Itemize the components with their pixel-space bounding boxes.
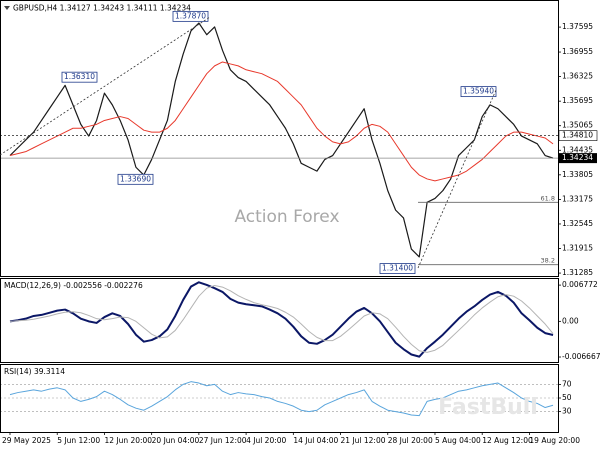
price-panel-frame [0, 0, 559, 277]
y-tick-label: 1.31915 [562, 244, 593, 253]
y-tick-label: -0.006667 [562, 352, 600, 361]
price-annotation: 1.36310 [64, 72, 95, 81]
y-tick-label: 1.34435 [562, 145, 593, 154]
y-tick-label: 0.00 [562, 316, 579, 325]
watermark: Action Forex [234, 207, 339, 227]
price-annotation: 1.35940 [463, 87, 494, 96]
rsi-title: RSI(14) 39.3114 [4, 367, 65, 376]
y-tick-label: 0.006772 [562, 280, 598, 289]
price-title: GBPUSD,H4 1.34127 1.34243 1.34111 1.3423… [13, 4, 191, 13]
series-line [9, 22, 554, 258]
x-tick-label: 12 Jun 20:00 [104, 436, 152, 445]
price-annotation-box [61, 71, 98, 83]
x-tick-label: 12 Aug 12:00 [482, 436, 533, 445]
last-price-label: 1.34234 [562, 153, 593, 162]
x-tick-label: 19 Aug 20:00 [529, 436, 580, 445]
x-tick-label: 5 Aug 04:00 [435, 436, 481, 445]
rsi-panel-frame [0, 364, 559, 433]
x-tick-label: 5 Jun 12:00 [57, 436, 100, 445]
macd-panel-frame [0, 278, 559, 363]
x-tick-label: 27 Jun 12:00 [199, 436, 247, 445]
menu-icon [4, 6, 10, 10]
y-tick-label: 1.36955 [562, 47, 593, 56]
watermark: FastBull [438, 395, 538, 420]
price-annotation-box [379, 263, 416, 274]
y-tick-label: 30 [562, 407, 572, 416]
x-tick-label: 29 May 2025 [2, 436, 51, 445]
price-annotation: 1.33690 [120, 174, 151, 183]
trend-line [417, 89, 497, 269]
price-annotation-box [460, 86, 497, 98]
price-annotation: 1.37870 [175, 11, 206, 20]
y-tick-label: 1.35695 [562, 96, 593, 105]
price-annotation-box [117, 173, 154, 185]
series-line [9, 381, 554, 417]
macd-title: MACD(12,26,9) -0.002556 -0.002276 [4, 281, 143, 290]
y-tick-label: 1.37595 [562, 22, 593, 31]
fib-label: 61.8 [541, 194, 555, 202]
x-tick-label: 20 Jun 04:00 [152, 436, 200, 445]
series-line [9, 281, 554, 358]
fib-label: 38.2 [541, 257, 555, 265]
series-line [9, 61, 554, 182]
series-line [9, 284, 554, 353]
price-annotation: 1.31400 [382, 264, 413, 273]
x-tick-label: 21 Jul 12:00 [341, 436, 386, 445]
y-tick-label: 70 [562, 379, 572, 388]
price-annotation-box [172, 10, 209, 22]
y-tick-label: 1.33805 [562, 170, 593, 179]
y-tick-label: 50 [562, 393, 572, 402]
y-tick-label: 1.31285 [562, 268, 593, 277]
y-tick-label: 1.32545 [562, 219, 593, 228]
level-label: 1.34810 [562, 131, 593, 140]
y-tick-label: 1.36325 [562, 72, 593, 81]
y-tick-label: 1.33175 [562, 194, 593, 203]
y-tick-label: 1.35065 [562, 121, 593, 130]
trend-line [0, 16, 211, 156]
x-tick-label: 14 Jul 04:00 [293, 436, 338, 445]
x-tick-label: 28 Jul 20:00 [388, 436, 433, 445]
x-tick-label: 4 Jul 20:00 [246, 436, 286, 445]
last-price-box [559, 153, 597, 164]
